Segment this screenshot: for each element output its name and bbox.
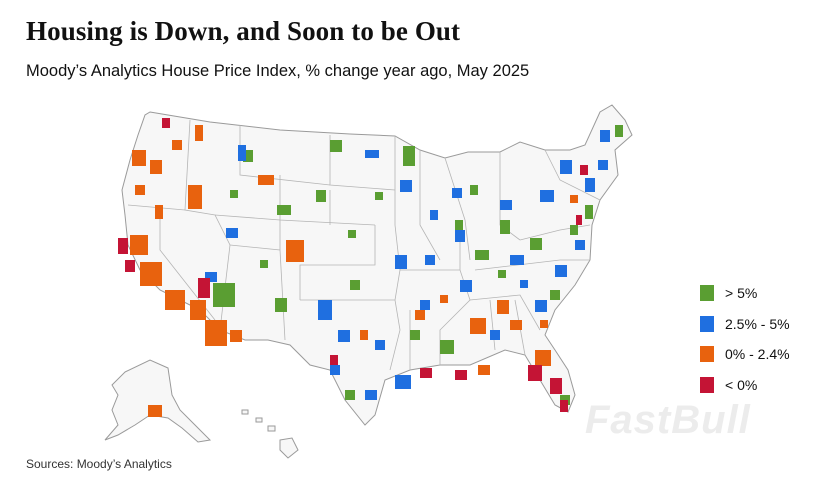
metro-areas-green — [213, 125, 623, 405]
legend-label: 2.5% - 5% — [725, 315, 790, 332]
legend-label: < 0% — [725, 376, 758, 393]
legend-swatch-orange — [700, 346, 714, 362]
chart-subtitle: Moody’s Analytics House Price Index, % c… — [26, 62, 530, 80]
legend-swatch-red — [700, 376, 714, 393]
map-legend: > 5% 2.5% - 5% 0% - 2.4% < 0% — [700, 285, 790, 407]
legend-label: > 5% — [725, 285, 758, 301]
legend-label: 0% - 2.4% — [725, 346, 790, 362]
watermark: FastBull — [585, 398, 751, 442]
legend-item: 0% - 2.4% — [700, 346, 790, 362]
alaska-outline — [104, 359, 212, 443]
hawaii-outline — [241, 409, 299, 459]
chart-title: Housing is Down, and Soon to be Out — [26, 16, 461, 46]
source-note: Sources: Moody’s Analytics — [26, 457, 172, 471]
metro-areas-blue — [205, 130, 610, 400]
legend-swatch-blue — [700, 315, 714, 332]
legend-item: 2.5% - 5% — [700, 315, 790, 332]
metro-areas-red — [118, 118, 588, 412]
legend-item: < 0% — [700, 376, 790, 393]
legend-swatch-green — [700, 285, 714, 301]
legend-item: > 5% — [700, 285, 790, 301]
state-borders — [127, 119, 601, 371]
metro-areas-orange — [130, 125, 578, 417]
